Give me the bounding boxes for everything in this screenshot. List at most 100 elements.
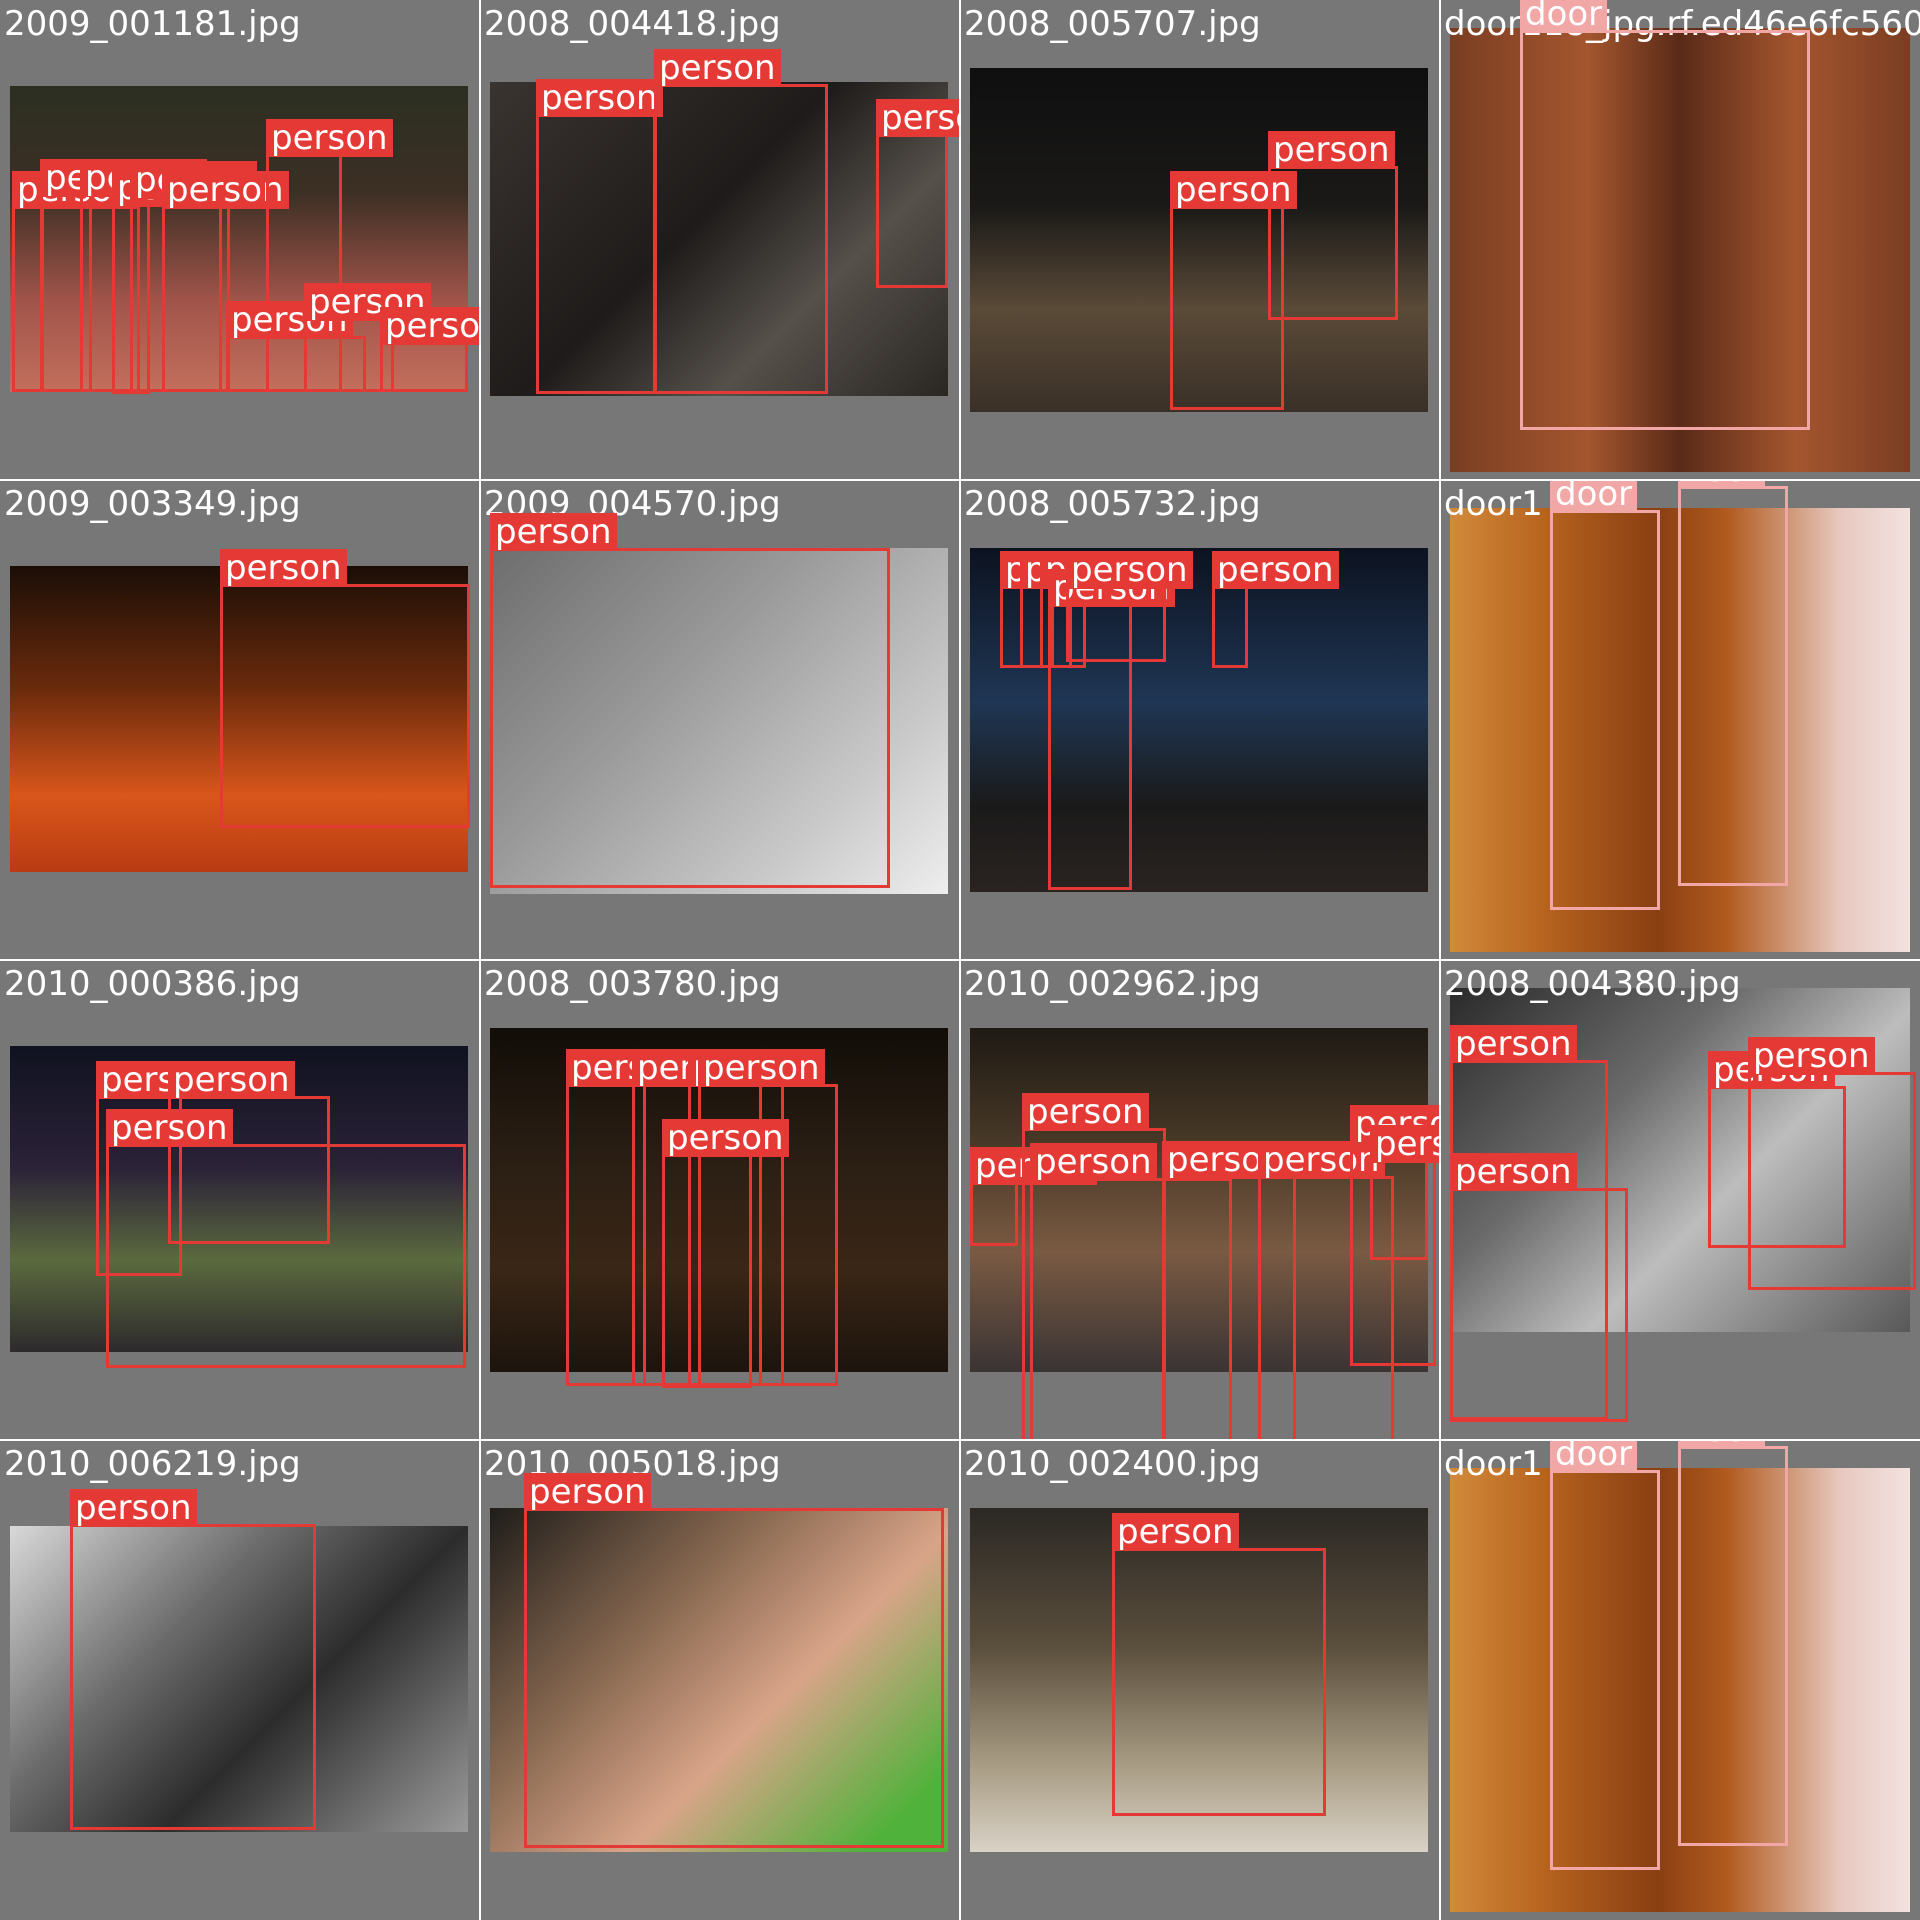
sample-photo — [490, 82, 948, 396]
door-bounding-box: door — [1520, 0, 1810, 430]
class-label: door — [1678, 480, 1766, 489]
sample-photo — [490, 1508, 948, 1852]
person-bounding-box: person — [662, 1119, 789, 1388]
person-bounding-box: person — [304, 283, 431, 392]
class-label: person — [1066, 551, 1193, 589]
person-bounding-box: person — [1450, 1153, 1628, 1422]
class-label: person — [380, 307, 480, 345]
door-bounding-box: door — [1678, 480, 1788, 886]
class-label: person — [1112, 1513, 1239, 1551]
person-bounding-box: person — [220, 549, 470, 828]
class-label: person — [1022, 1093, 1149, 1131]
person-bounding-box: person — [654, 49, 828, 394]
sample-tile: 2010_000386.jpg person person person — [0, 960, 480, 1440]
class-label: person — [876, 99, 960, 137]
class-label: person — [1450, 1025, 1577, 1063]
class-label: door — [1520, 0, 1608, 33]
person-bounding-box: person — [380, 307, 480, 392]
class-label: door — [1550, 1440, 1638, 1473]
person-bounding-box: person — [1212, 551, 1339, 668]
sample-photo — [970, 1508, 1428, 1852]
person-bounding-box: person — [1268, 131, 1398, 320]
filename-label: 2008_003780.jpg — [484, 964, 781, 1004]
filename-label: 2008_004418.jpg — [484, 4, 781, 44]
class-label: person — [70, 1489, 197, 1527]
class-label: person — [698, 1049, 825, 1087]
class-label: person — [1170, 171, 1297, 209]
class-label: person — [168, 1061, 295, 1099]
person-bounding-box: person — [168, 1061, 330, 1244]
filename-label: 2010_006219.jpg — [4, 1444, 301, 1484]
class-label: person — [220, 549, 347, 587]
class-label: person — [106, 1109, 233, 1147]
filename-label: 2010_000386.jpg — [4, 964, 301, 1004]
person-bounding-box: person — [1370, 1125, 1440, 1260]
class-label: person — [536, 79, 663, 117]
class-label: person — [490, 513, 617, 551]
sample-tile: 2008_003780.jpgpersonpersonpersonpersonp… — [480, 960, 960, 1440]
person-bounding-box: person — [970, 1147, 1097, 1246]
class-label: person — [1030, 1143, 1157, 1181]
class-label: person — [524, 1473, 651, 1511]
sample-tile: door1doordoor — [1440, 1440, 1920, 1920]
sample-photo — [1450, 28, 1910, 472]
grid-divider — [0, 959, 1920, 961]
class-label: person — [1268, 131, 1395, 169]
person-bounding-box: person — [1170, 171, 1297, 410]
door-bounding-box: door — [1678, 1440, 1788, 1846]
person-bounding-box: person — [162, 171, 289, 392]
sample-photo — [490, 548, 948, 894]
class-label: person — [1212, 551, 1339, 589]
person-bounding-box: person — [1112, 1513, 1326, 1816]
class-label: person — [654, 49, 781, 87]
sample-photo — [970, 68, 1428, 412]
class-label: person — [1370, 1125, 1440, 1163]
sample-tile: 2010_002962.jpg person person person person p… — [960, 960, 1440, 1440]
class-label: person — [1748, 1037, 1875, 1075]
class-label: door — [1550, 480, 1638, 513]
person-bounding-box: person — [1258, 1141, 1394, 1440]
sample-tile: 2010_005018.jpg person — [480, 1440, 960, 1920]
person-bounding-box: person — [1030, 1143, 1232, 1440]
sample-tile: door1doordoor — [1440, 480, 1920, 960]
person-bounding-box: person — [70, 1489, 316, 1830]
sample-photo — [10, 1526, 468, 1832]
person-bounding-box: person — [698, 1049, 825, 1386]
sample-photo — [10, 566, 468, 872]
grid-divider — [1439, 0, 1441, 1920]
sample-tile: 2009_004570.jpg person — [480, 480, 960, 960]
filename-label: door1 — [1444, 1444, 1543, 1484]
person-bounding-box: person — [876, 99, 960, 288]
person-bounding-box: person — [1748, 1037, 1916, 1290]
filename-label: 2008_004380.jpg — [1444, 964, 1741, 1004]
class-label: person — [662, 1119, 789, 1157]
class-label: person — [266, 119, 393, 157]
filename-label: 2010_002962.jpg — [964, 964, 1261, 1004]
sample-photo — [970, 548, 1428, 892]
sample-tile: 2008_005732.jpgpersonpersonpersonpersonp… — [960, 480, 1440, 960]
person-bounding-box: person — [1066, 551, 1193, 662]
filename-label: 2009_003349.jpg — [4, 484, 301, 524]
person-bounding-box: person — [266, 119, 393, 392]
sample-tile: door118_jpg.rf.ed46e6fc560 door — [1440, 0, 1920, 480]
class-label: door — [1678, 1440, 1766, 1449]
person-bounding-box: person — [536, 79, 663, 394]
person-bounding-box: person — [490, 513, 890, 888]
filename-label: 2009_001181.jpg — [4, 4, 301, 44]
person-bounding-box: person — [524, 1473, 944, 1848]
person-bounding-box: person — [106, 1109, 466, 1368]
filename-label: 2008_005732.jpg — [964, 484, 1261, 524]
door-bounding-box: door — [1550, 480, 1660, 910]
class-label: person — [1258, 1141, 1385, 1179]
filename-label: 2010_002400.jpg — [964, 1444, 1261, 1484]
sample-tile: 2009_001181.jpg person person person person p… — [0, 0, 480, 480]
filename-label: 2008_005707.jpg — [964, 4, 1261, 44]
door-bounding-box: door — [1550, 1440, 1660, 1870]
